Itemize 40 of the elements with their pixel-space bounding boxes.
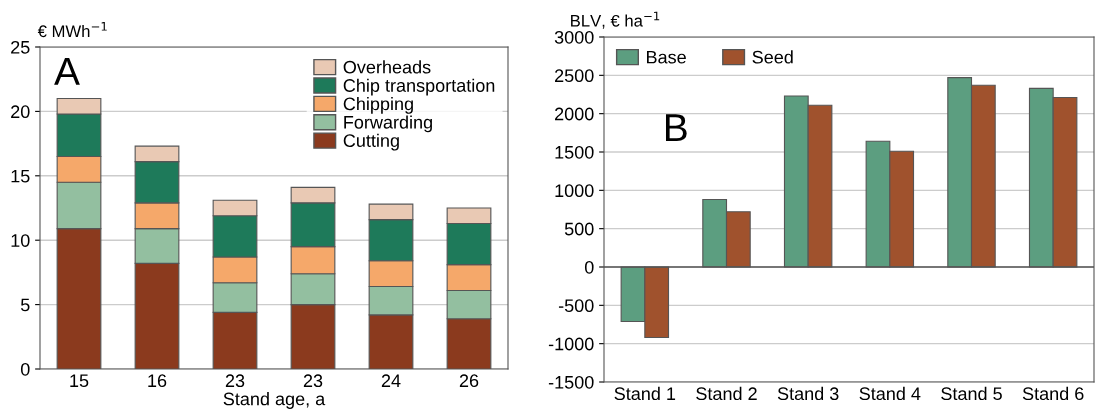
- x-tick-label: Stand 6: [1022, 386, 1084, 401]
- x-tick-label: Stand 4: [859, 386, 921, 401]
- y-tick-label: 0: [20, 362, 30, 376]
- x-tick-label: 16: [148, 374, 167, 388]
- x-tick-label: 15: [70, 374, 89, 388]
- y-tick-label: 0: [584, 260, 594, 274]
- x-tick-label: Stand 3: [777, 386, 839, 401]
- y-tick-label: 3000: [554, 30, 594, 44]
- y-tick-label: -1000: [548, 337, 594, 351]
- legend-label: Forwarding: [344, 115, 432, 133]
- x-tick-label: 26: [459, 374, 479, 388]
- y-tick-label: 10: [11, 234, 30, 247]
- y-tick-label: 20: [11, 105, 30, 119]
- y-tick-label: 2500: [555, 69, 594, 83]
- y-tick-label: -500: [558, 299, 594, 313]
- y-axis-title: BLV, € ha$^{−1}$: [571, 11, 660, 29]
- legend-label: Cutting: [343, 133, 399, 151]
- y-tick-label: 5: [20, 298, 30, 312]
- y-tick-label: 15: [11, 169, 30, 183]
- legend-label: Chip transportation: [343, 78, 495, 96]
- x-tick-label: 24: [381, 374, 401, 387]
- y-tick-label: 2000: [555, 107, 594, 121]
- x-tick-label: 23: [303, 374, 323, 388]
- legend-label: Chipping: [343, 97, 413, 114]
- chart-title: A: [54, 58, 80, 85]
- legend-label: Seed: [752, 50, 793, 64]
- text: B: [665, 114, 687, 142]
- y-tick-label: 25: [11, 40, 30, 54]
- x-tick-label: Stand 5: [941, 386, 1002, 401]
- y-tick-label: 1500: [555, 145, 594, 159]
- legend-label: Overheads: [343, 60, 431, 74]
- x-axis-title: Stand age, a: [223, 392, 326, 409]
- y-tick-label: 1000: [555, 184, 594, 198]
- y-axis-title: € MWh$^{−1}$: [37, 22, 107, 38]
- x-tick-label: Stand 1: [614, 386, 676, 401]
- x-tick-label: 23: [225, 374, 245, 388]
- y-tick-label: -1500: [548, 375, 594, 389]
- x-tick-label: Stand 2: [696, 386, 757, 401]
- y-tick-label: 500: [564, 222, 594, 236]
- legend-label: Base: [647, 50, 686, 64]
